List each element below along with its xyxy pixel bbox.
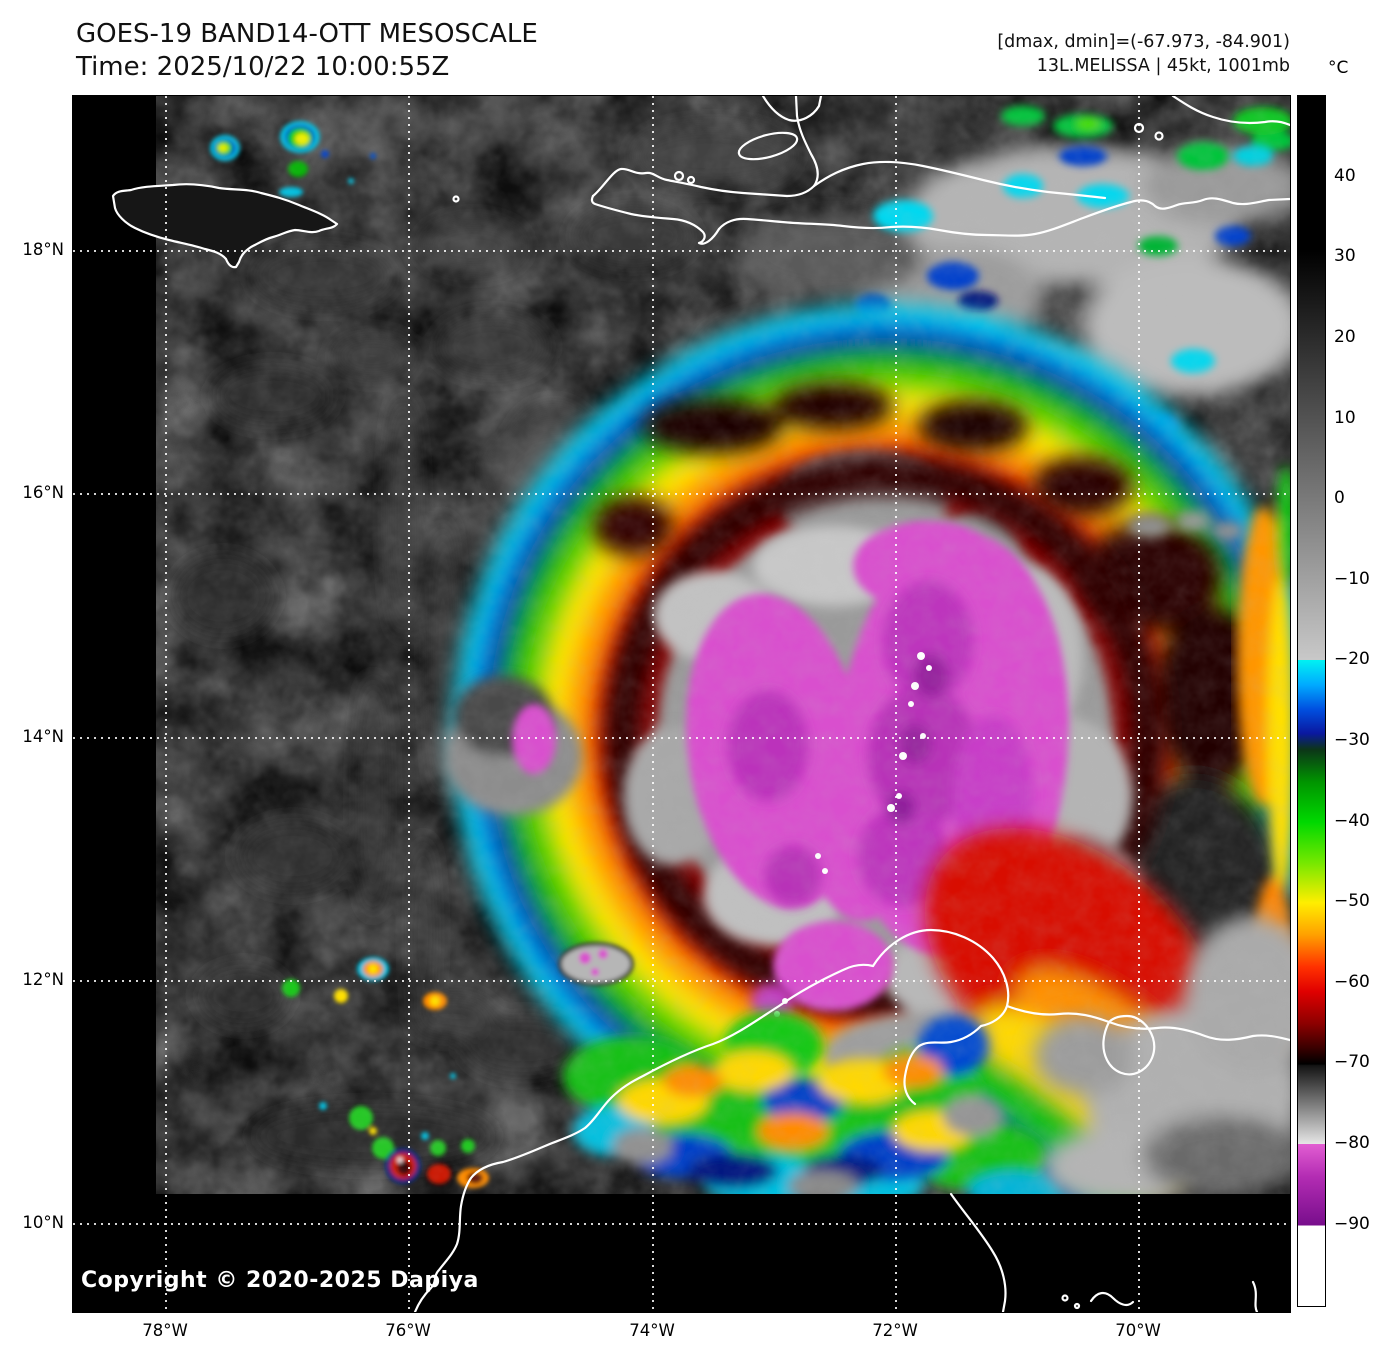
jamaica-coastline xyxy=(111,183,339,269)
lat-label-10n: 10°N xyxy=(22,1213,64,1232)
copyright-watermark: Copyright © 2020-2025 Dapiya xyxy=(81,1268,479,1293)
dr-north-coastline xyxy=(1171,96,1290,127)
colorbar-tick-40: 40 xyxy=(1334,166,1356,186)
colorbar-tick-m90: −90 xyxy=(1334,1214,1370,1234)
islet-2 xyxy=(1154,131,1164,141)
islet-3 xyxy=(1061,1294,1069,1302)
colorbar-tick-0: 0 xyxy=(1334,488,1345,508)
coastlines xyxy=(111,96,1290,1312)
haiti-bay-coastline xyxy=(812,160,1107,200)
satellite-data-region xyxy=(156,96,1290,1194)
lat-label-12n: 12°N xyxy=(22,970,64,989)
islet-4 xyxy=(1073,1302,1081,1310)
lon-label-72w: 72°W xyxy=(872,1321,918,1340)
storm-id-text: 13L.MELISSA | 45kt, 1001mb xyxy=(1036,56,1290,76)
haiti-north-coastline xyxy=(591,96,819,198)
colombia-coastline xyxy=(413,963,875,1312)
colorbar-unit-label: °C xyxy=(1328,58,1349,78)
lon-label-78w: 78°W xyxy=(142,1321,188,1340)
lon-label-70w: 70°W xyxy=(1115,1321,1161,1340)
coast-wiggle xyxy=(1089,1291,1135,1307)
haiti-top-arc-coastline xyxy=(761,96,823,122)
lat-label-16n: 16°N xyxy=(22,483,64,502)
venezuela-coastline xyxy=(1005,1004,1290,1042)
colorbar-tick-m80: −80 xyxy=(1334,1133,1370,1153)
colorbar-tick-m50: −50 xyxy=(1334,891,1370,911)
speckle-layer xyxy=(156,96,1290,1194)
lake-maracaibo-coastline xyxy=(1102,1014,1156,1076)
colorbar-tick-m30: −30 xyxy=(1334,730,1370,750)
plot-title: GOES-19 BAND14-OTT MESOSCALE Time: 2025/… xyxy=(76,18,538,84)
navassa-islet xyxy=(452,195,460,203)
colorbar-tick-m60: −60 xyxy=(1334,972,1370,992)
coast-fragment-east xyxy=(1251,1280,1259,1312)
title-line-1: GOES-19 BAND14-OTT MESOSCALE xyxy=(76,19,538,49)
title-line-2: Time: 2025/10/22 10:00:55Z xyxy=(76,52,450,82)
colorbar-gradient xyxy=(1297,95,1326,1307)
lon-label-76w: 76°W xyxy=(385,1321,431,1340)
colorbar-tick-30: 30 xyxy=(1334,246,1356,266)
colorbar-tick-m40: −40 xyxy=(1334,811,1370,831)
colorbar-tick-m70: −70 xyxy=(1334,1052,1370,1072)
dmax-dmin-text: [dmax, dmin]=(-67.973, -84.901) xyxy=(997,32,1290,52)
colorbar-tick-20: 20 xyxy=(1334,327,1356,347)
colombia-south-coastline xyxy=(949,1192,1007,1312)
guajira-peninsula-coastline xyxy=(871,928,1010,1106)
lat-label-18n: 18°N xyxy=(22,240,64,259)
lon-label-74w: 74°W xyxy=(629,1321,675,1340)
hispaniola-south-coastline xyxy=(590,194,1290,245)
colorbar-tick-10: 10 xyxy=(1334,408,1356,428)
cayemites-islet-1 xyxy=(673,170,685,182)
colorbar-tick-m10: −10 xyxy=(1334,569,1370,589)
satellite-image xyxy=(73,96,1290,1312)
colorbar-tick-m20: −20 xyxy=(1334,649,1370,669)
map-frame: Copyright © 2020-2025 Dapiya xyxy=(72,95,1291,1313)
gonave-island-coastline xyxy=(737,131,799,161)
lat-label-14n: 14°N xyxy=(22,727,64,746)
cayemites-islet-2 xyxy=(686,175,696,185)
storm-info-block: [dmax, dmin]=(-67.973, -84.901) 13L.MELI… xyxy=(997,30,1290,78)
